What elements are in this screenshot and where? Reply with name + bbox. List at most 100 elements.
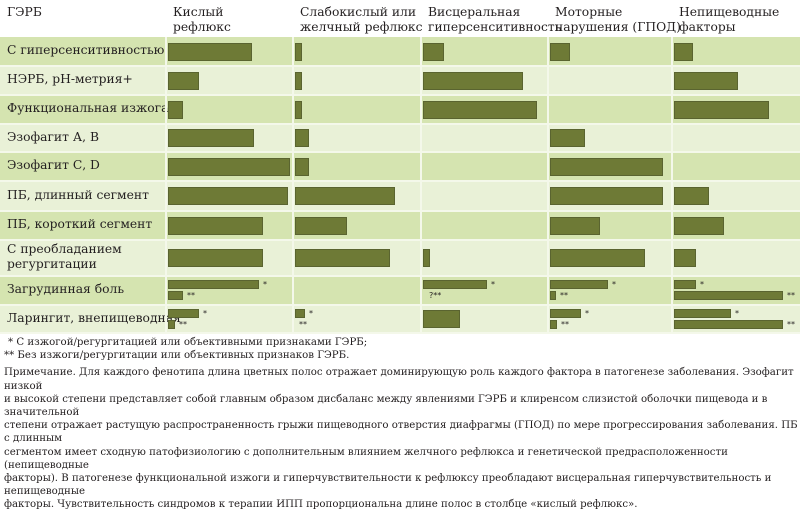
single-star-marker: * <box>700 280 704 289</box>
table-row <box>0 211 800 240</box>
column-divider <box>420 37 422 333</box>
single-star-marker: * <box>491 280 495 289</box>
column-divider <box>165 37 167 333</box>
bar <box>295 157 309 176</box>
bar <box>168 216 263 235</box>
bar <box>168 249 263 267</box>
row-label: Ларингит, внепищеводная <box>7 311 181 326</box>
double-star-marker: ** <box>560 291 568 300</box>
note-line: факторы. Чувствительность синдромов к те… <box>4 499 638 511</box>
row-divider <box>0 123 800 125</box>
single-star-marker: * <box>735 309 739 318</box>
bar <box>295 249 390 267</box>
note-line: степени отражает растущую распространенн… <box>4 420 798 445</box>
bar <box>295 129 309 147</box>
table-row <box>0 124 800 152</box>
bar <box>674 100 769 119</box>
row-header-label: ГЭРБ <box>7 5 42 19</box>
bar-with-symptoms <box>674 309 731 318</box>
row-label-line: Функциональная изжога <box>7 101 169 115</box>
bar <box>295 216 347 235</box>
column-header: Моторные нарушения (ГПОД) <box>555 5 681 35</box>
column-header: Висцеральная гиперсенситивность <box>428 5 561 35</box>
row-label-line: НЭРБ, pH-метрия+ <box>7 72 133 86</box>
bar <box>550 216 600 235</box>
bar <box>550 157 663 176</box>
row-label: Функциональная изжога <box>7 101 168 116</box>
bar-with-symptoms <box>674 280 696 289</box>
bar <box>168 129 254 147</box>
bar-without-symptoms <box>168 320 175 329</box>
table-row <box>0 152 800 181</box>
column-header-line: желчный рефлюкс <box>300 20 423 34</box>
table-row <box>0 95 800 124</box>
single-star-marker: * <box>612 280 616 289</box>
bar-with-symptoms <box>550 280 608 289</box>
bar <box>423 310 460 328</box>
column-header-line: Слабокислый или <box>300 5 417 19</box>
bar <box>168 100 183 119</box>
bar <box>423 42 444 61</box>
row-label-line: регургитации <box>7 257 97 271</box>
single-star-marker: * <box>309 309 313 318</box>
bar <box>674 71 738 90</box>
column-header-line: Кислый <box>173 5 224 19</box>
row-divider <box>0 275 800 277</box>
column-divider <box>292 37 294 333</box>
column-header-line: рефлюкс <box>173 20 231 34</box>
row-divider <box>0 180 800 182</box>
row-divider <box>0 65 800 67</box>
double-star-marker: ** <box>179 320 187 329</box>
note-line: Примечание. Для каждого фенотипа длина ц… <box>4 367 794 392</box>
bar <box>295 187 395 205</box>
row-divider <box>0 151 800 153</box>
column-header: Непищеводные факторы <box>679 5 779 35</box>
bar <box>423 249 430 267</box>
column-header: Слабокислый или желчный рефлюкс <box>300 5 422 35</box>
row-label: Эзофагит А, В <box>7 130 99 145</box>
notes-section: * С изжогой/регургитацией или объективны… <box>4 336 798 512</box>
double-star-marker: ** <box>787 291 795 300</box>
row-label: ПБ, короткий сегмент <box>7 217 152 232</box>
column-header-line: факторы <box>679 20 736 34</box>
bar <box>550 129 585 147</box>
table-row <box>0 181 800 211</box>
bar <box>423 71 523 90</box>
bar <box>295 100 302 119</box>
bar-with-symptoms <box>168 309 199 318</box>
bar <box>550 187 663 205</box>
bar <box>550 249 645 267</box>
bar <box>550 42 570 61</box>
footnote-double-star: ** Без изжоги/регургитации или объективн… <box>4 350 350 362</box>
bar-without-symptoms <box>550 291 556 300</box>
bar-without-symptoms <box>674 320 783 329</box>
bar <box>168 42 252 61</box>
row-divider <box>0 239 800 241</box>
bar <box>168 187 288 205</box>
column-header-line: Моторные <box>555 5 623 19</box>
bar <box>674 42 693 61</box>
row-label-line: С гиперсенситивностью <box>7 43 165 57</box>
single-star-marker: * <box>203 309 207 318</box>
double-star-marker: ** <box>299 320 307 329</box>
table-row <box>0 305 800 333</box>
table-row <box>0 66 800 95</box>
bar <box>674 249 696 267</box>
column-header: Кислый рефлюкс <box>173 5 231 35</box>
row-label: С преобладанием регургитации <box>7 242 122 272</box>
note-line: факторы). В патогенезе функциональной из… <box>4 473 772 498</box>
bar-with-symptoms <box>295 309 305 318</box>
table-row <box>0 276 800 305</box>
double-star-marker: ?** <box>429 291 442 300</box>
single-star-marker: * <box>585 309 589 318</box>
bar <box>423 100 537 119</box>
double-star-marker: ** <box>787 320 795 329</box>
bar-without-symptoms <box>674 291 783 300</box>
double-star-marker: ** <box>187 291 195 300</box>
row-label: ПБ, длинный сегмент <box>7 188 149 203</box>
footnote-single-star: * С изжогой/регургитацией или объективны… <box>8 337 368 348</box>
bar <box>674 187 709 205</box>
row-divider <box>0 94 800 96</box>
column-divider <box>547 37 549 333</box>
bar <box>674 216 724 235</box>
